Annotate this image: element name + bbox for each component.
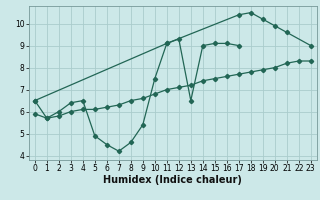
X-axis label: Humidex (Indice chaleur): Humidex (Indice chaleur) <box>103 175 242 185</box>
